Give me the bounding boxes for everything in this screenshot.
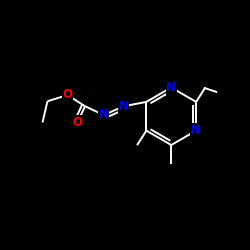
Text: N: N [191, 124, 201, 137]
Text: O: O [72, 116, 83, 129]
Text: N: N [119, 100, 129, 113]
Text: N: N [99, 108, 109, 122]
Text: O: O [62, 88, 72, 102]
Text: N: N [166, 81, 176, 94]
